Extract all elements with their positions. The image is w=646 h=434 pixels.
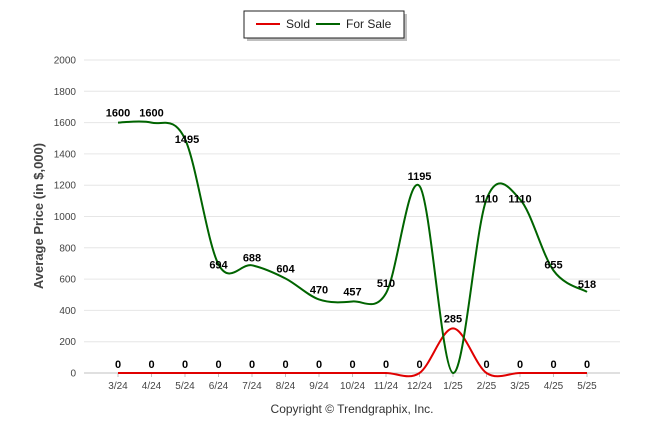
x-tick-label: 11/24 bbox=[374, 381, 399, 392]
sold-data-label: 0 bbox=[383, 359, 389, 371]
sold-data-label: 285 bbox=[444, 313, 462, 325]
series-lines bbox=[117, 120, 588, 378]
y-tick-label: 1200 bbox=[54, 181, 77, 192]
for-sale-data-label: 655 bbox=[544, 259, 562, 271]
y-axis-label: Average Price (in $,000) bbox=[31, 143, 46, 289]
sold-data-label: 0 bbox=[316, 359, 322, 371]
x-tick-label: 2/25 bbox=[477, 381, 497, 392]
for-sale-data-label: 694 bbox=[209, 259, 228, 271]
for-sale-data-label: 1600 bbox=[106, 108, 130, 120]
sold-data-label: 0 bbox=[550, 359, 556, 371]
y-tick-label: 800 bbox=[59, 243, 76, 254]
x-tick-label: 5/25 bbox=[577, 381, 597, 392]
for-sale-data-label: 470 bbox=[310, 284, 328, 296]
for-sale-data-label: 1110 bbox=[508, 193, 531, 205]
sold-data-label: 0 bbox=[148, 359, 154, 371]
sold-data-label: 0 bbox=[215, 359, 221, 371]
sold-data-label: 0 bbox=[182, 359, 188, 371]
sold-data-label: 0 bbox=[416, 359, 422, 371]
data-labels: 0 0 0 0 0 0 0 0 0 0 285 0 0 0 0 1600 1600 1495 694 688 604 47… bbox=[106, 108, 596, 371]
x-tick-label: 9/24 bbox=[309, 381, 329, 392]
y-tick-label: 600 bbox=[59, 275, 76, 286]
x-tick-label: 6/24 bbox=[209, 381, 229, 392]
series-for-sale-line bbox=[117, 120, 588, 375]
x-tick-label: 10/24 bbox=[340, 381, 365, 392]
legend-sold-label: Sold bbox=[286, 17, 310, 31]
x-tick-label: 8/24 bbox=[276, 381, 296, 392]
y-tick-label: 2000 bbox=[54, 56, 77, 67]
series-sold-line bbox=[118, 327, 587, 378]
copyright-credit: Copyright © Trendgraphix, Inc. bbox=[271, 402, 434, 416]
for-sale-data-label: 604 bbox=[276, 263, 295, 275]
y-tick-label: 200 bbox=[59, 337, 76, 348]
x-tick-label: 3/25 bbox=[510, 381, 530, 392]
sold-data-label: 0 bbox=[282, 359, 288, 371]
x-tick-label: 5/24 bbox=[175, 381, 195, 392]
y-tick-label: 1400 bbox=[54, 149, 77, 160]
for-sale-data-label: 457 bbox=[343, 286, 361, 298]
legend-for-sale-label: For Sale bbox=[346, 17, 392, 31]
sold-data-label: 0 bbox=[483, 359, 489, 371]
y-tick-label: 1800 bbox=[54, 87, 77, 98]
sold-data-label: 0 bbox=[115, 359, 121, 371]
for-sale-data-label: 1495 bbox=[175, 134, 199, 146]
for-sale-data-label: 688 bbox=[243, 252, 261, 264]
legend: Sold For Sale bbox=[243, 10, 407, 41]
for-sale-data-label: 518 bbox=[578, 279, 596, 291]
x-tick-label: 4/24 bbox=[142, 381, 162, 392]
x-tick-label: 4/25 bbox=[544, 381, 564, 392]
for-sale-data-label: 1195 bbox=[408, 171, 432, 183]
y-tick-label: 1000 bbox=[54, 212, 77, 223]
x-tick-label: 7/24 bbox=[242, 381, 262, 392]
x-tick-label: 12/24 bbox=[407, 381, 432, 392]
sold-data-label: 0 bbox=[349, 359, 355, 371]
x-tick-label: 3/24 bbox=[108, 381, 128, 392]
sold-data-label: 0 bbox=[249, 359, 255, 371]
y-tick-label: 0 bbox=[70, 369, 76, 380]
y-tick-label: 1600 bbox=[54, 118, 77, 129]
for-sale-data-label: 1600 bbox=[139, 108, 163, 120]
x-tick-label: 1/25 bbox=[443, 381, 463, 392]
sold-data-label: 0 bbox=[584, 359, 590, 371]
for-sale-data-label: 1110 bbox=[475, 193, 498, 205]
for-sale-data-label: 510 bbox=[377, 278, 395, 290]
grid bbox=[84, 59, 620, 343]
sold-data-label: 0 bbox=[517, 359, 523, 371]
y-tick-label: 400 bbox=[59, 306, 76, 317]
